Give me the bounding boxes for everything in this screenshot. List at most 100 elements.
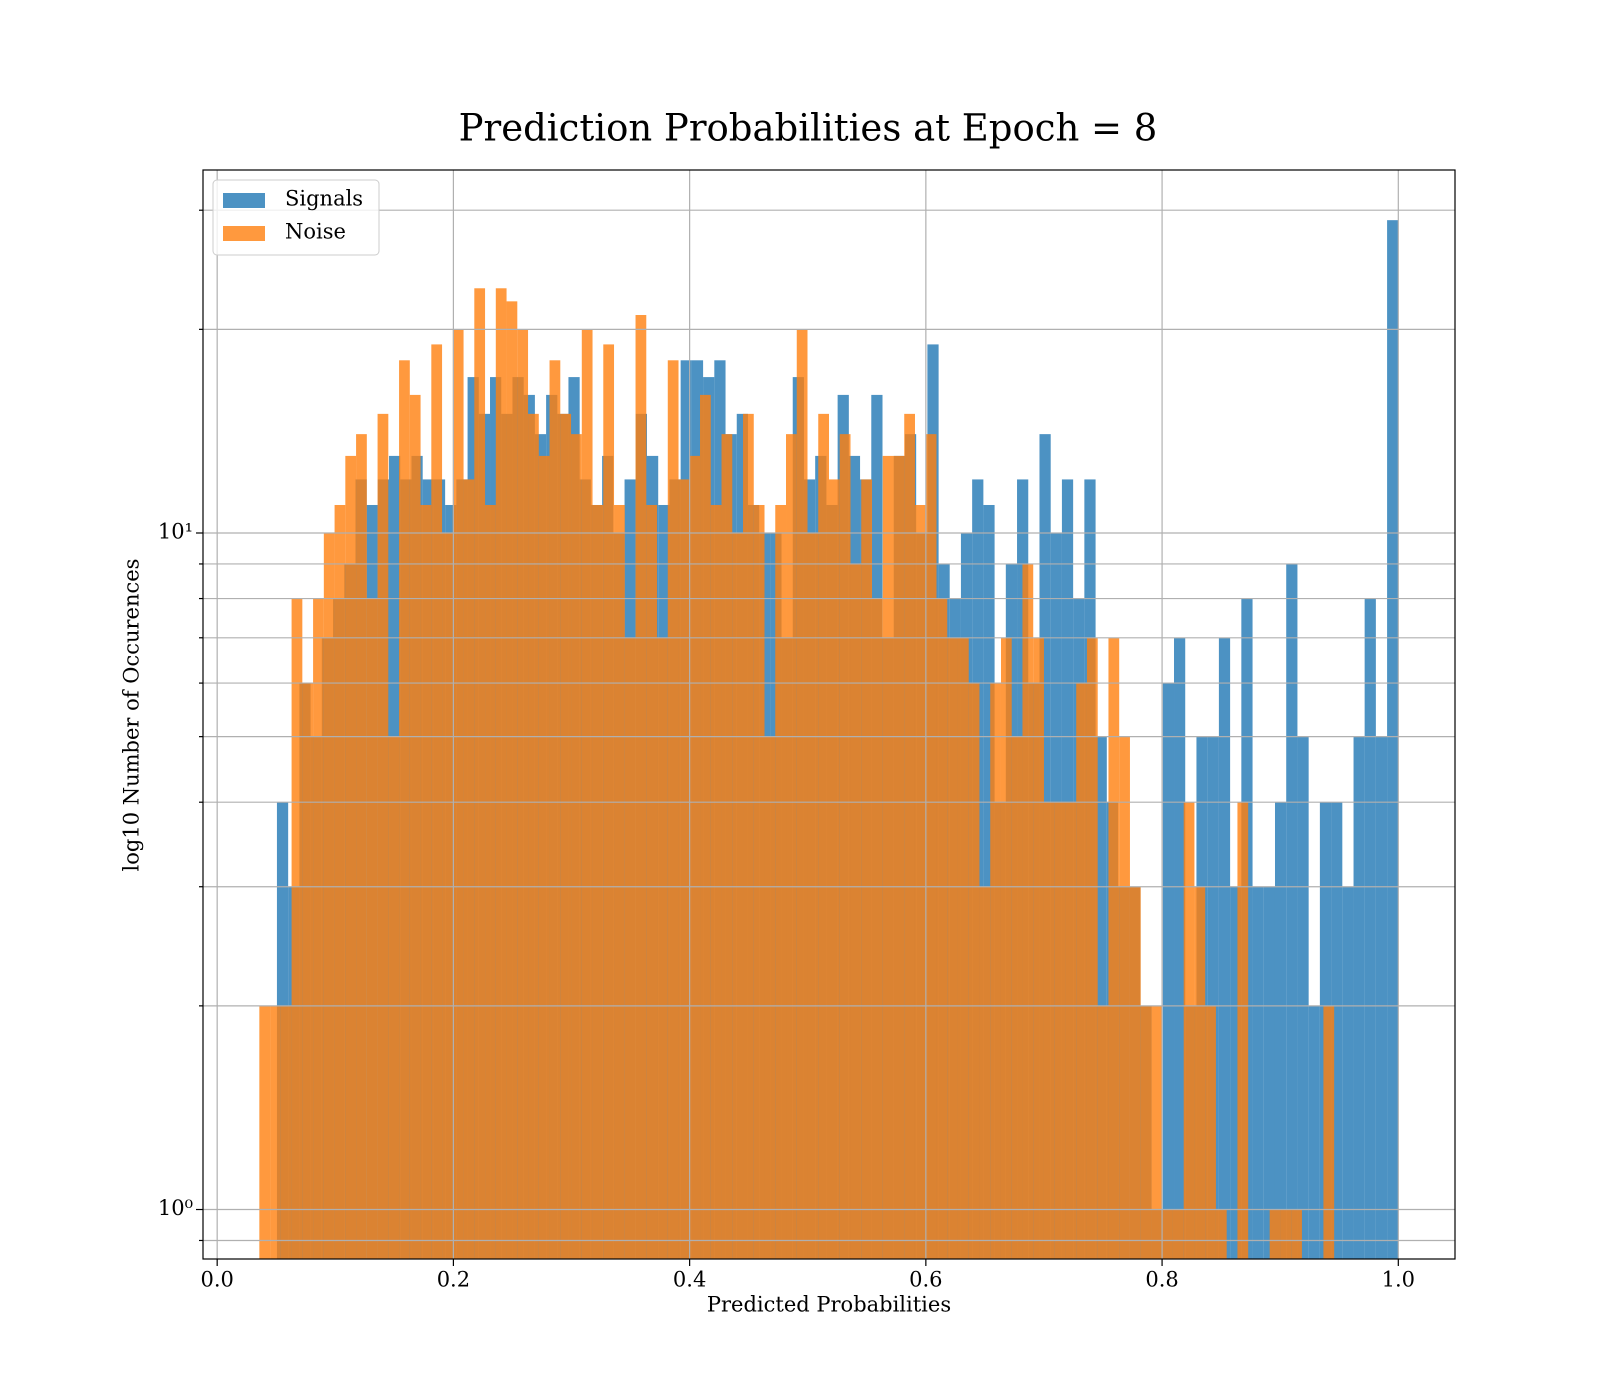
bar (957, 637, 969, 1259)
bar (914, 504, 926, 1259)
bar (1086, 637, 1098, 1259)
bar (1269, 1209, 1281, 1259)
bar (1043, 802, 1055, 1259)
bar (1387, 220, 1399, 1259)
bar (420, 504, 432, 1259)
legend-swatch (223, 193, 265, 208)
bar (667, 360, 679, 1259)
bar (377, 413, 389, 1260)
x-tick-label: 0.8 (1145, 1268, 1178, 1292)
bar (1194, 886, 1206, 1259)
bar (1162, 683, 1175, 1259)
bar (1353, 736, 1365, 1259)
bar (1230, 886, 1242, 1259)
bar (710, 504, 722, 1259)
bar (259, 1005, 271, 1259)
legend-label: Signals (285, 187, 363, 211)
bar (1129, 886, 1141, 1259)
bar (732, 532, 744, 1259)
bar (270, 1005, 281, 1259)
bar (1308, 1005, 1320, 1259)
x-tick-label: 0.2 (437, 1268, 470, 1292)
bar (506, 301, 518, 1259)
bar (1174, 637, 1186, 1259)
bar (538, 455, 550, 1259)
y-axis-label: log10 Number of Occurences (120, 559, 144, 872)
bar (614, 504, 625, 1259)
bar (345, 455, 357, 1259)
legend-label: Noise (285, 220, 346, 244)
bar (463, 479, 475, 1259)
bar (549, 360, 561, 1259)
bar (635, 315, 647, 1259)
bar (700, 394, 711, 1259)
bar (818, 413, 829, 1260)
bar (1033, 637, 1044, 1259)
bar (796, 329, 808, 1260)
bar (1297, 736, 1309, 1259)
bar (968, 683, 980, 1259)
y-tick-label: 10⁰ (158, 1196, 193, 1220)
bar (1375, 736, 1388, 1259)
x-axis-label: Predicted Probabilities (707, 1293, 951, 1317)
chart-title: Prediction Probabilities at Epoch = 8 (459, 107, 1158, 150)
bar (323, 532, 335, 1259)
bar (474, 288, 486, 1260)
bar (893, 455, 905, 1259)
bar (571, 434, 582, 1259)
bar (882, 455, 894, 1259)
bar (904, 413, 915, 1260)
bar (1108, 637, 1120, 1259)
bar (1140, 1005, 1152, 1259)
bar (1218, 637, 1231, 1259)
bar (936, 598, 948, 1259)
bar (925, 434, 937, 1259)
x-tick-label: 1.0 (1382, 1268, 1415, 1292)
bar (1011, 736, 1023, 1259)
bar (871, 598, 883, 1259)
bar (1095, 736, 1107, 1259)
bar (1364, 598, 1376, 1259)
bar (1342, 886, 1354, 1259)
bar (1205, 1005, 1216, 1259)
bar (528, 413, 539, 1260)
bar (356, 434, 367, 1259)
bar (409, 394, 421, 1259)
bar (485, 504, 496, 1259)
bar (1323, 1005, 1335, 1259)
bar (291, 598, 303, 1259)
bar (1097, 1005, 1109, 1259)
bar (313, 598, 324, 1259)
bar (442, 532, 453, 1259)
bar (775, 504, 787, 1259)
bar (495, 288, 507, 1260)
bar (1286, 563, 1298, 1259)
bar (947, 637, 958, 1259)
bar (1215, 1209, 1227, 1259)
bar (646, 504, 658, 1259)
bar (1119, 736, 1130, 1259)
bar (1054, 802, 1066, 1259)
bar (399, 360, 410, 1259)
bar (560, 413, 572, 1260)
bar (452, 329, 464, 1260)
bar (1263, 886, 1275, 1259)
bar (721, 434, 733, 1259)
bar (1207, 736, 1219, 1259)
bar (1183, 802, 1195, 1259)
bar (1237, 802, 1249, 1259)
bar (1162, 1209, 1173, 1259)
bar (1274, 802, 1287, 1259)
bar (302, 683, 314, 1259)
x-tick-label: 0.6 (909, 1268, 942, 1292)
bar (983, 504, 995, 1259)
bar (786, 434, 797, 1259)
bar (334, 504, 346, 1259)
plot-frame (202, 169, 1456, 1260)
bar (807, 532, 819, 1259)
bar (850, 563, 862, 1259)
bar (743, 413, 754, 1260)
bar (689, 455, 701, 1259)
bar (753, 504, 765, 1259)
